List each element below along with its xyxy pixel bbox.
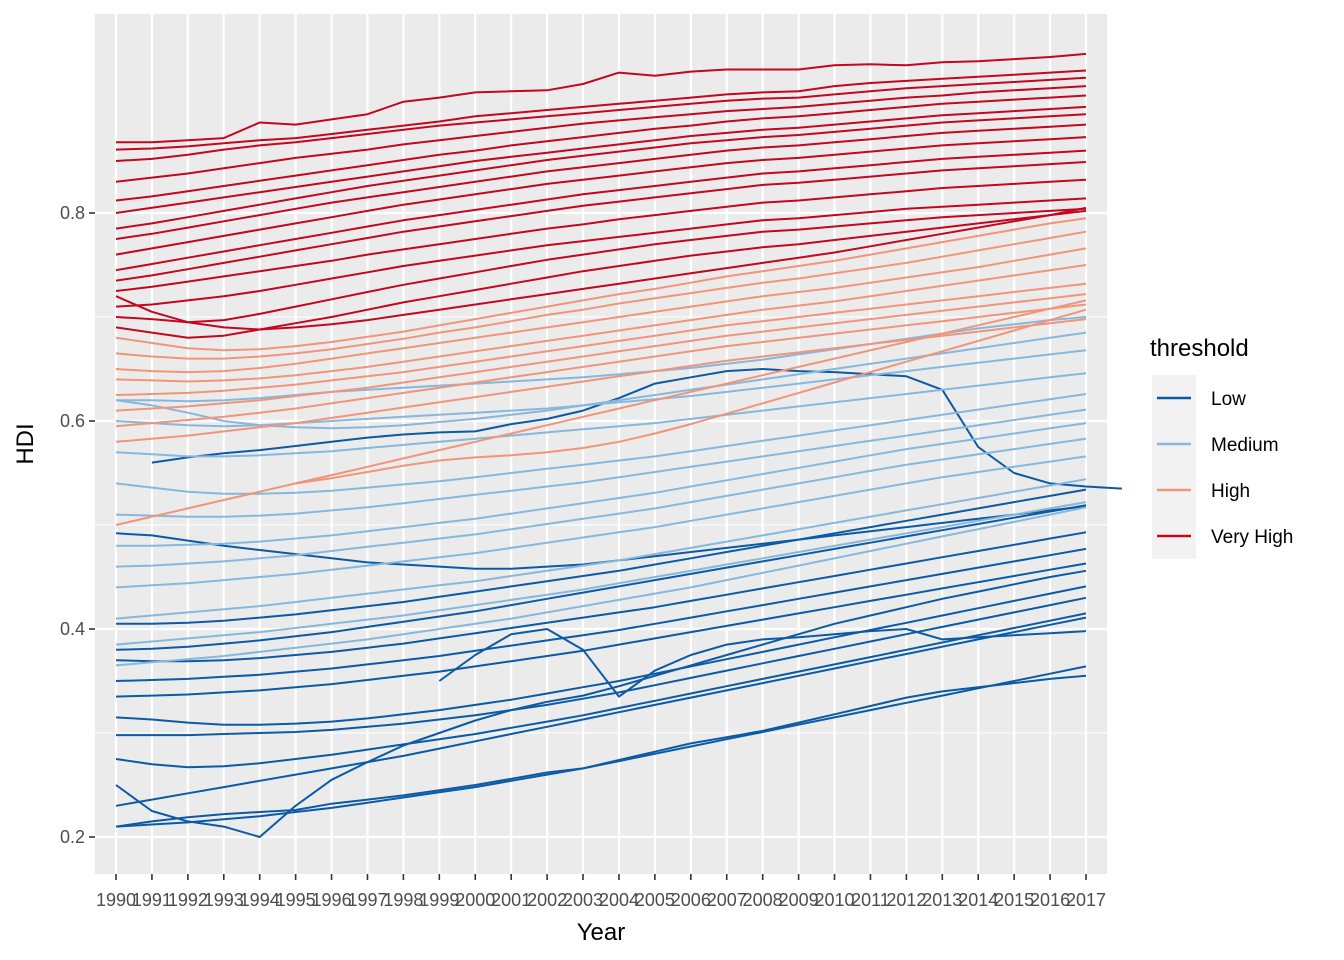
x-tick-label: 1990 bbox=[96, 890, 136, 910]
series-line bbox=[115, 209, 1087, 339]
series-line bbox=[115, 562, 1087, 698]
y-tick-label: 0.2 bbox=[60, 827, 85, 847]
series-line bbox=[115, 85, 1087, 183]
series-line bbox=[115, 178, 1087, 292]
legend-label: Very High bbox=[1211, 527, 1293, 548]
series-line bbox=[116, 422, 1087, 547]
series-line bbox=[115, 299, 1087, 526]
series-line bbox=[115, 136, 1087, 256]
y-axis-title: HDI bbox=[12, 423, 39, 464]
x-tick-label: 2010 bbox=[814, 890, 854, 910]
series-line bbox=[115, 206, 1087, 331]
x-tick-label: 1999 bbox=[419, 890, 459, 910]
series-line bbox=[115, 123, 1087, 240]
x-tick-label: 1997 bbox=[347, 890, 387, 910]
series-line bbox=[115, 408, 1087, 518]
series-line bbox=[115, 506, 1087, 667]
series-line bbox=[438, 628, 1087, 698]
series-line bbox=[115, 531, 1087, 663]
x-tick-label: 1991 bbox=[132, 890, 172, 910]
series-line bbox=[115, 437, 1087, 568]
series-line bbox=[115, 76, 1087, 162]
legend-label: Low bbox=[1211, 389, 1246, 410]
series-line bbox=[115, 197, 1087, 308]
series-line bbox=[115, 569, 1087, 838]
series-line bbox=[115, 674, 1087, 828]
series-line bbox=[115, 161, 1087, 282]
series-line bbox=[115, 105, 1087, 214]
x-axis-title: Year bbox=[577, 919, 626, 946]
y-tick-label: 0.4 bbox=[60, 619, 85, 639]
series-lines bbox=[115, 52, 1122, 838]
x-tick-label: 2005 bbox=[635, 890, 675, 910]
legend: threshold Low Medium High Very High bbox=[1150, 335, 1293, 559]
series-line bbox=[115, 282, 1087, 396]
y-tick-label: 0.8 bbox=[60, 203, 85, 223]
series-line bbox=[115, 504, 1087, 651]
series-line bbox=[115, 612, 1087, 769]
x-tick-label: 1992 bbox=[168, 890, 208, 910]
series-line bbox=[115, 207, 1087, 324]
x-tick-label: 2001 bbox=[491, 890, 531, 910]
series-line bbox=[115, 149, 1087, 272]
x-tick-label: 2007 bbox=[707, 890, 747, 910]
x-tick-label: 2014 bbox=[958, 890, 998, 910]
series-line bbox=[115, 113, 1087, 230]
series-line bbox=[115, 393, 1087, 495]
series-line bbox=[115, 501, 1087, 646]
x-axis: 1990199119921993199419951996199719981999… bbox=[96, 874, 1106, 910]
legend-label: Medium bbox=[1211, 435, 1279, 456]
x-tick-label: 1994 bbox=[240, 890, 280, 910]
legend-label: High bbox=[1211, 481, 1250, 502]
y-tick-label: 0.6 bbox=[60, 411, 85, 431]
series-line bbox=[151, 368, 1122, 490]
x-tick-label: 2002 bbox=[527, 890, 567, 910]
x-tick-label: 2017 bbox=[1066, 890, 1106, 910]
x-tick-label: 2013 bbox=[922, 890, 962, 910]
x-tick-label: 2015 bbox=[994, 890, 1034, 910]
series-line bbox=[115, 293, 1087, 412]
series-line bbox=[115, 478, 1087, 620]
series-line bbox=[295, 308, 1087, 485]
x-tick-label: 2003 bbox=[563, 890, 603, 910]
x-tick-label: 1996 bbox=[312, 890, 352, 910]
series-line bbox=[115, 303, 1087, 428]
legend-title: threshold bbox=[1150, 335, 1249, 362]
x-tick-label: 2016 bbox=[1030, 890, 1070, 910]
series-line bbox=[115, 616, 1087, 807]
series-line bbox=[115, 217, 1087, 352]
y-axis: 0.2 0.4 0.6 0.8 bbox=[60, 203, 95, 847]
x-tick-label: 2012 bbox=[886, 890, 926, 910]
series-line bbox=[116, 316, 1087, 403]
series-line bbox=[115, 372, 1087, 458]
x-tick-label: 2000 bbox=[455, 890, 495, 910]
series-line bbox=[116, 488, 1087, 625]
x-tick-label: 2011 bbox=[851, 890, 890, 910]
series-line bbox=[115, 247, 1087, 374]
series-line bbox=[115, 69, 1087, 151]
x-tick-label: 2009 bbox=[779, 890, 819, 910]
x-tick-label: 2004 bbox=[599, 890, 639, 910]
series-line bbox=[115, 547, 1087, 682]
x-tick-label: 1998 bbox=[383, 890, 423, 910]
x-tick-label: 2006 bbox=[671, 890, 711, 910]
series-line bbox=[115, 94, 1087, 202]
series-line bbox=[116, 596, 1087, 737]
series-line bbox=[115, 264, 1087, 383]
series-line bbox=[115, 585, 1087, 726]
series-line bbox=[115, 455, 1087, 589]
x-tick-label: 1993 bbox=[204, 890, 244, 910]
x-tick-label: 2008 bbox=[743, 890, 783, 910]
x-tick-label: 1995 bbox=[276, 890, 316, 910]
series-line bbox=[116, 52, 1087, 144]
series-line bbox=[115, 230, 1087, 360]
